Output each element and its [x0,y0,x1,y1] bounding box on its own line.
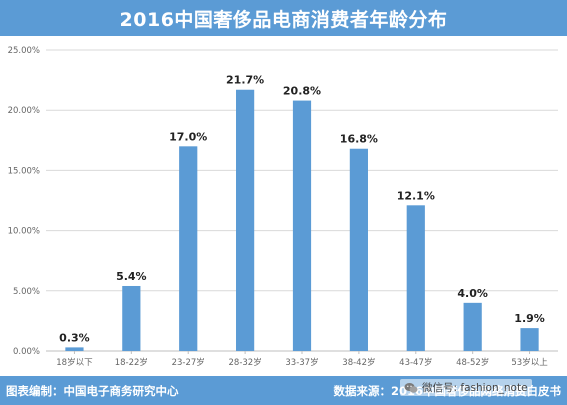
x-tick-label: 23-27岁 [172,357,205,368]
y-tick-label: 15.00% [8,166,40,176]
bar [406,205,425,351]
watermark-text: 微信号: fashion_note [422,382,528,394]
bar [65,347,84,351]
x-tick-label: 33-37岁 [285,357,318,368]
data-label: 12.1% [397,189,435,202]
x-tick-label: 18岁以下 [56,357,93,368]
data-label: 20.8% [283,85,321,98]
bar [236,89,255,351]
x-tick-label: 38-42岁 [342,357,375,368]
compiled-by-text: 图表编制：中国电子商务研究中心 [6,384,179,398]
wechat-icon [404,382,418,393]
x-tick-label: 43-47岁 [399,357,432,368]
bar [520,328,539,351]
bar [463,302,482,351]
x-tick-label: 18-22岁 [115,357,148,368]
bar [292,100,312,352]
data-label: 21.7% [226,74,264,87]
bar [179,146,198,351]
y-tick-label: 5.00% [13,287,40,297]
x-tick-label: 53岁以上 [511,357,548,368]
bar-chart: 0.00% 5.00% 10.00% 15.00% 20.00% 25.00% 0.3% 18… [8,46,558,368]
y-tick-label: 20.00% [8,106,40,116]
bar [122,285,141,351]
data-label: 5.4% [116,270,147,283]
data-label: 1.9% [514,312,545,325]
x-tick-label: 48-52岁 [456,357,489,368]
x-tick-label: 28-32岁 [229,357,262,368]
data-label: 16.8% [340,133,378,146]
data-label: 17.0% [169,130,207,143]
y-tick-label: 25.00% [8,46,40,56]
data-label: 0.3% [59,331,90,344]
watermark: 微信号: fashion_note [400,379,532,396]
y-tick-label: 10.00% [8,227,40,237]
bar [349,148,368,351]
y-tick-label: 0.00% [13,347,40,357]
title-banner: 2016中国奢侈品电商消费者年龄分布 [0,0,567,36]
chart-title: 2016中国奢侈品电商消费者年龄分布 [119,8,448,31]
data-label: 4.0% [457,287,488,300]
